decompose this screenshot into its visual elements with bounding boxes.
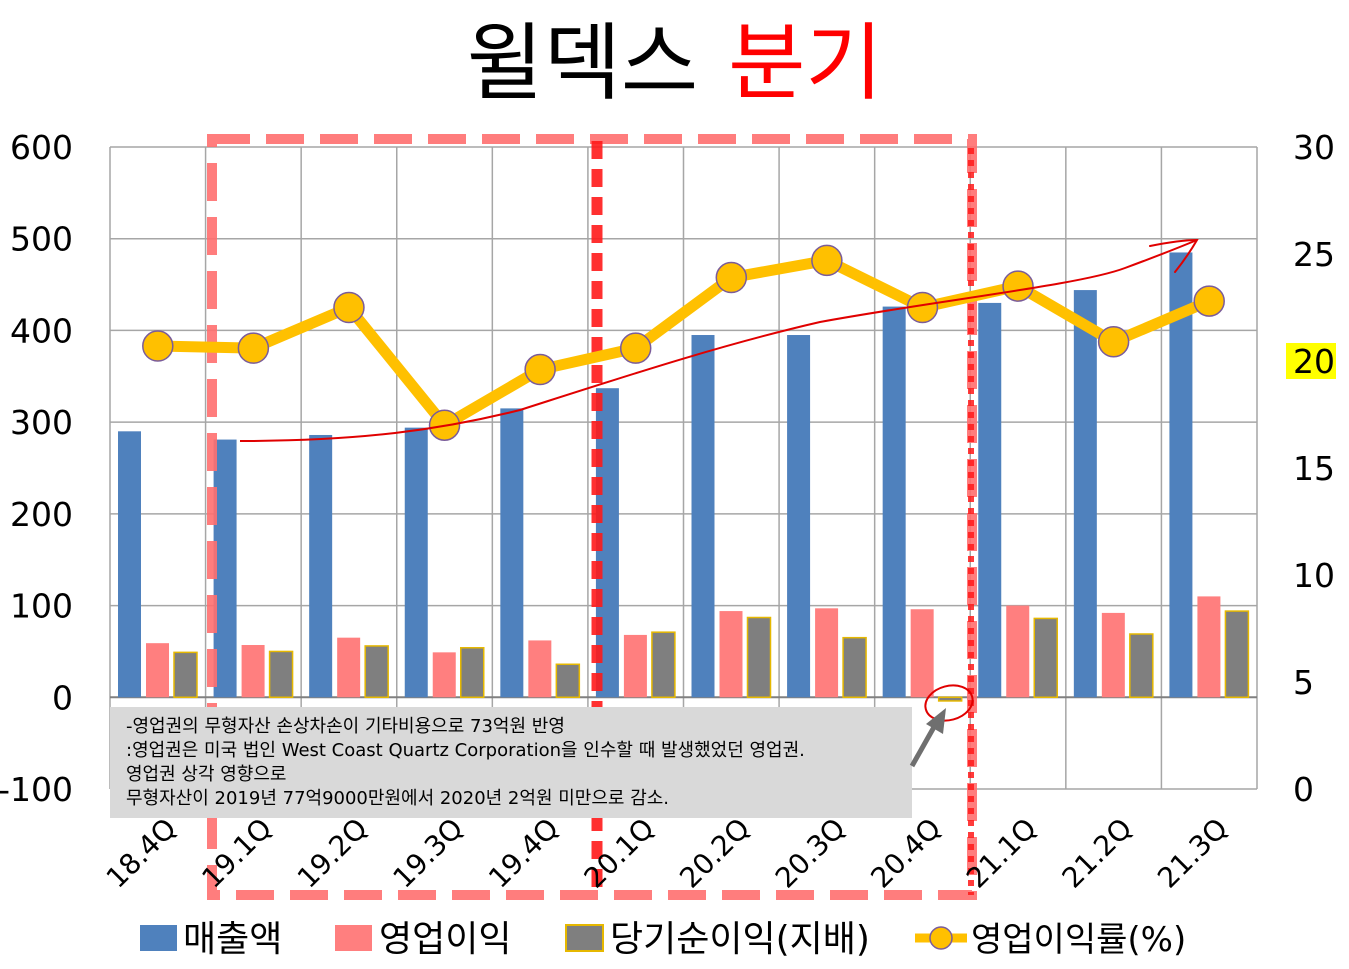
bar-operating-profit	[432, 652, 456, 698]
x-category-label: 21.3Q	[1151, 812, 1234, 895]
y-right-tick-highlight	[1286, 343, 1336, 379]
bar-net-income	[842, 636, 867, 699]
marker-operating-margin	[237, 332, 270, 364]
bar-sales	[213, 439, 237, 698]
y-left-tick-label: 400	[10, 311, 73, 350]
title-main: 윌덱스	[466, 13, 699, 112]
bar-operating-profit	[1101, 612, 1125, 698]
bar-operating-profit	[1006, 605, 1030, 698]
annotation-line: :영업권은 미국 법인 West Coast Quartz Corporatio…	[126, 740, 805, 761]
marker-operating-margin	[619, 332, 652, 364]
x-category-label: 19.3Q	[386, 812, 469, 895]
x-category-label: 20.2Q	[673, 812, 756, 895]
bar-sales	[500, 408, 524, 698]
highlight-circle	[924, 684, 974, 722]
bar-sales	[978, 302, 1002, 698]
marker-operating-margin	[1097, 325, 1130, 358]
y-right-tick-label: 15	[1293, 449, 1335, 488]
marker-operating-margin	[1193, 285, 1225, 317]
bar-net-income	[460, 647, 485, 699]
y-right-tick-label: 20	[1293, 342, 1335, 381]
annotation-line: 무형자산이 2019년 77억9000만원에서 2020년 2억원 미만으로 감…	[126, 788, 669, 809]
title-area: 윌덱스 분기	[0, 0, 1349, 112]
x-category-label: 20.4Q	[864, 812, 947, 895]
annotation-box	[110, 707, 912, 818]
title-highlight: 분기	[728, 13, 883, 112]
bar-net-income	[1033, 617, 1058, 699]
y-left-tick-label: 100	[10, 587, 73, 626]
bar-operating-profit	[528, 640, 552, 698]
legend-label-sales: 매출액	[183, 919, 282, 960]
pointer-arrow-head	[926, 708, 946, 734]
bar-net-income	[268, 650, 294, 699]
trend-arrow-head	[1149, 238, 1199, 273]
bar-net-income	[1224, 610, 1250, 699]
bar-operating-profit	[1197, 596, 1221, 698]
y-right-tick-label: 10	[1293, 556, 1335, 595]
x-category-label: 21.2Q	[1056, 812, 1139, 895]
y-left-tick-label: 0	[52, 678, 73, 717]
marker-operating-margin	[142, 330, 174, 362]
x-category-label: 19.2Q	[291, 812, 374, 895]
chart-title: 윌덱스 분기	[466, 0, 882, 117]
legend-label-operating-profit: 영업이익	[379, 919, 511, 960]
bar-sales	[882, 306, 906, 698]
legend-label-net-income: 당기순이익(지배)	[610, 919, 870, 960]
y-left-tick-label: 300	[10, 403, 73, 442]
bar-sales	[309, 434, 333, 698]
annotation-line: -영업권의 무형자산 손상차손이 기타비용으로 73억원 반영	[126, 716, 565, 737]
y-left-tick-label: -100	[0, 770, 73, 809]
bar-operating-profit	[719, 611, 743, 698]
bar-sales	[404, 427, 428, 698]
bar-net-income	[746, 616, 772, 699]
y-right-tick-label: 25	[1293, 235, 1335, 274]
marker-operating-margin	[333, 291, 365, 324]
y-right-tick-label: 0	[1293, 770, 1314, 809]
bar-operating-profit	[910, 609, 934, 698]
y-right-tick-label: 5	[1293, 663, 1314, 702]
marker-operating-margin	[1002, 270, 1034, 302]
legend-label-margin: 영업이익률(%)	[971, 920, 1186, 960]
bar-net-income	[364, 645, 389, 699]
line-operating-margin	[152, 254, 1215, 431]
x-category-label: 20.3Q	[769, 812, 852, 895]
y-left-tick-label: 600	[10, 128, 73, 167]
bar-sales	[1073, 290, 1097, 698]
x-category-label: 19.4Q	[482, 812, 565, 895]
bar-sales	[118, 431, 141, 698]
bar-operating-profit	[623, 634, 647, 698]
pointer-arrow-shaft	[909, 725, 937, 768]
bar-net-income	[555, 663, 581, 699]
y-left-tick-label: 200	[10, 495, 73, 534]
bar-operating-profit	[337, 637, 361, 698]
trend-arrow-line	[239, 239, 1198, 442]
x-category-label: 20.1Q	[578, 812, 661, 895]
bar-operating-profit	[241, 645, 265, 698]
bar-net-income	[1129, 633, 1154, 699]
legend-swatch-operating-profit	[335, 925, 372, 951]
bar-sales	[1169, 252, 1193, 698]
legend-swatch-marker-margin	[929, 926, 953, 950]
bar-sales	[691, 335, 715, 698]
x-category-label: 18.4Q	[100, 812, 183, 895]
bar-net-income	[937, 696, 963, 702]
y-left-tick-label: 500	[10, 220, 73, 259]
marker-operating-margin	[811, 244, 843, 277]
bar-sales	[787, 335, 811, 698]
legend-swatch-sales	[140, 925, 177, 951]
annotation-line: 영업권 상각 영향으로	[126, 764, 286, 785]
marker-operating-margin	[524, 353, 556, 386]
marker-operating-margin	[715, 261, 748, 294]
bar-net-income	[173, 651, 198, 699]
legend-swatch-net-income	[565, 924, 604, 952]
bar-operating-profit	[146, 643, 169, 698]
y-right-tick-label: 30	[1293, 128, 1335, 167]
bar-operating-profit	[815, 608, 839, 698]
bar-net-income	[651, 631, 676, 699]
